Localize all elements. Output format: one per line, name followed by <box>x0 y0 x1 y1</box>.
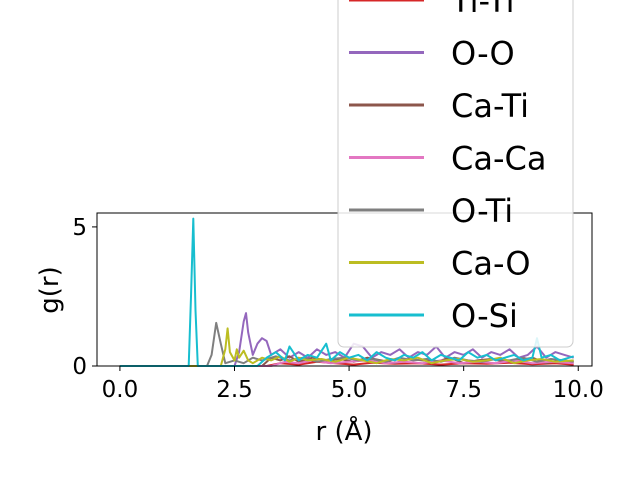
y-tick-label: 5 <box>72 215 87 241</box>
legend-label-o-si: O-Si <box>451 297 518 335</box>
legend-label-ca-ca: Ca-Ca <box>451 140 546 178</box>
x-tick-label: 2.5 <box>216 377 253 403</box>
legend-box <box>337 0 574 348</box>
legend-label-o-o: O-O <box>451 35 515 73</box>
x-tick-label: 5.0 <box>331 377 368 403</box>
legend-label-ti-ti: Ti-Ti <box>450 0 515 20</box>
x-tick-label: 0.0 <box>102 377 139 403</box>
legend-label-ca-o: Ca-O <box>451 245 531 283</box>
x-axis-label: r (Å) <box>315 415 372 447</box>
series-line-o-si <box>119 217 574 367</box>
series-line-ca-o <box>119 327 574 367</box>
legend-label-o-ti: O-Ti <box>451 192 513 230</box>
series-line-o-o <box>119 312 574 367</box>
x-tick-label: 10.0 <box>553 377 604 403</box>
x-tick-label: 7.5 <box>445 377 482 403</box>
legend-label-ca-ti: Ca-Ti <box>451 87 529 125</box>
y-tick-label: 0 <box>72 354 87 380</box>
axis-layer: 0.0 2.5 5.0 7.5 10.0 0 5 <box>72 215 604 403</box>
series-layer <box>119 217 574 367</box>
y-axis-label: g(r) <box>35 266 65 313</box>
legend: Ti-Ti O-O Ca-Ti Ca-Ca O-Ti Ca-O O-Si <box>337 0 574 348</box>
